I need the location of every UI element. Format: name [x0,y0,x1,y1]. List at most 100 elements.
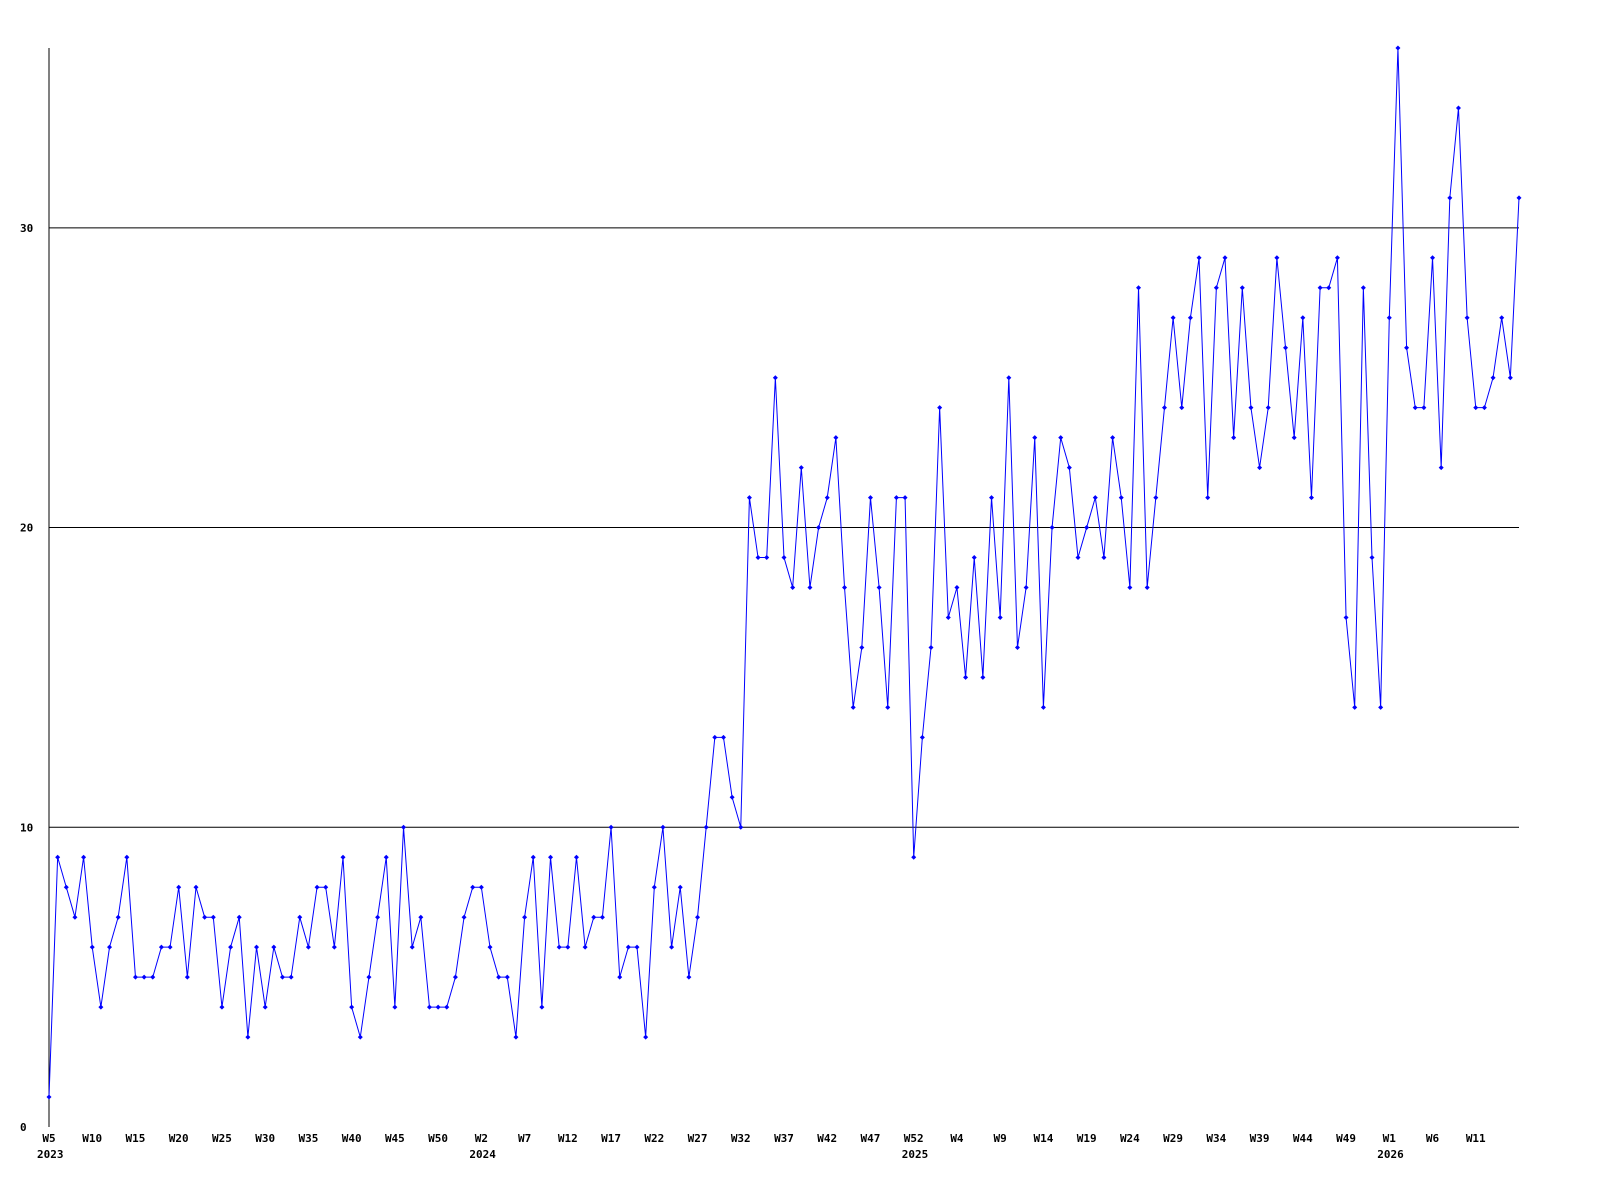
point-marker [418,914,424,920]
x-tick-label: W11 [1466,1132,1486,1145]
x-tick-label: W29 [1163,1132,1183,1145]
point-marker [859,644,865,650]
point-marker [703,824,709,830]
point-marker [893,495,899,501]
point-marker [625,944,631,950]
point-marker [1499,315,1505,321]
point-marker [963,674,969,680]
point-marker [686,974,692,980]
point-marker [867,495,873,501]
point-marker [98,1004,104,1010]
point-marker [107,944,113,950]
point-marker [1136,285,1142,291]
point-marker [1447,195,1453,201]
x-tick-label: W20 [169,1132,189,1145]
point-marker [115,914,121,920]
point-marker [513,1034,519,1040]
point-marker [1283,345,1289,351]
point-marker [1110,435,1116,441]
point-marker [236,914,242,920]
x-tick-label: W9 [994,1132,1007,1145]
point-marker [1179,405,1185,411]
x-tick-label: W24 [1120,1132,1140,1145]
point-marker [1300,315,1306,321]
point-marker [288,974,294,980]
point-marker [158,944,164,950]
point-marker [1205,495,1211,501]
point-marker [1058,435,1064,441]
point-marker [989,495,995,501]
x-tick-label: W39 [1250,1132,1270,1145]
point-marker [599,914,605,920]
point-marker [928,644,934,650]
point-marker [651,884,657,890]
point-marker [487,944,493,950]
point-marker [617,974,623,980]
x-tick-label: W47 [861,1132,881,1145]
point-marker [72,914,78,920]
point-marker [297,914,303,920]
point-marker [677,884,683,890]
x-tick-label: W1 [1383,1132,1397,1145]
point-marker [634,944,640,950]
x-tick-label: W34 [1206,1132,1226,1145]
point-marker [1516,195,1522,201]
point-marker [150,974,156,980]
point-marker [807,585,813,590]
point-marker [184,974,190,980]
point-marker [132,974,138,980]
point-marker [738,824,744,830]
point-marker [729,794,735,800]
x-tick-label: W4 [950,1132,964,1145]
point-marker [1481,405,1487,411]
point-marker [1430,255,1436,261]
x-tick-label: W2 [475,1132,488,1145]
point-marker [755,555,761,561]
point-marker [1369,555,1375,561]
point-marker [331,944,337,950]
point-marker [1075,555,1081,561]
point-marker [279,974,285,980]
point-marker [167,944,173,950]
point-marker [816,525,822,531]
point-marker [504,974,510,980]
point-marker [902,495,908,501]
x-tick-label: W12 [558,1132,578,1145]
point-marker [1118,495,1124,501]
point-marker [1317,285,1323,291]
point-marker [945,614,951,620]
point-marker [461,914,467,920]
point-marker [548,854,554,860]
x-tick-label: W17 [601,1132,621,1145]
point-marker [1360,285,1366,291]
x-tick-label: W6 [1426,1132,1440,1145]
point-marker [1438,465,1444,471]
x-tick-label: W10 [82,1132,102,1145]
point-marker [1308,495,1314,501]
point-marker [1066,465,1072,471]
point-marker [1343,614,1349,620]
point-marker [219,1004,225,1010]
point-marker [539,1004,545,1010]
point-marker [262,1004,268,1010]
point-marker [1507,375,1513,381]
y-tick-label: 0 [20,1121,27,1134]
point-marker [1023,585,1029,590]
year-label: 2023 [37,1148,64,1161]
point-marker [478,884,484,890]
point-marker [573,854,579,860]
point-marker [582,944,588,950]
point-marker [1421,405,1427,411]
point-marker [833,435,839,441]
x-tick-label: W5 [42,1132,55,1145]
x-tick-label: W35 [298,1132,318,1145]
x-tick-label: W52 [904,1132,924,1145]
point-marker [202,914,208,920]
point-marker [911,854,917,860]
x-tick-label: W49 [1336,1132,1356,1145]
series-line [48,47,1520,1098]
x-tick-label: W45 [385,1132,405,1145]
point-marker [565,944,571,950]
point-marker [1084,525,1090,531]
